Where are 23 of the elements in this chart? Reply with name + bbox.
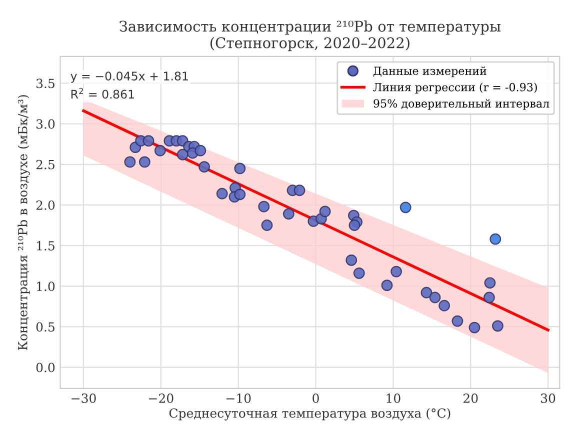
y-axis-title: Концентрация ²¹⁰Pb в воздухе (мБк/м³) (18, 95, 30, 350)
x-tick-label: 10 (386, 394, 400, 403)
x-tick-label: 30 (541, 394, 556, 403)
legend-label: 95% доверительный интервал (374, 99, 550, 110)
y-tick-label: 1.0 (37, 282, 55, 292)
y-tick-label: 0.0 (36, 362, 55, 372)
x-tick-label: −30 (72, 394, 96, 403)
chart-title: Зависимость концентрации ²¹⁰Pb от температуры (Степногорск, 2020–2022) (120, 20, 501, 52)
x-tick-label: 20 (464, 394, 478, 403)
x-tick-label: −20 (149, 394, 174, 403)
y-tick-label: 1.5 (37, 241, 54, 250)
x-axis-title: Среднесуточная температура воздуха (°C) (169, 408, 450, 420)
annotation: R$^{2}$ = 0.861 (71, 88, 134, 99)
y-tick-label: 2.0 (36, 200, 55, 210)
annotation: y = −0.045x + 1.81 (70, 72, 188, 83)
legend-label: Данные измерений (373, 66, 486, 78)
y-tick-label: 0.5 (36, 322, 54, 332)
x-tick-label: 0 (312, 394, 319, 403)
x-tick-label: −10 (226, 394, 251, 403)
y-tick-label: 3.0 (36, 119, 55, 129)
y-tick-label: 3.5 (36, 78, 54, 88)
legend-label: Линия регрессии (r = -0.93) (373, 82, 537, 94)
y-tick-label: 2.5 (36, 160, 54, 170)
